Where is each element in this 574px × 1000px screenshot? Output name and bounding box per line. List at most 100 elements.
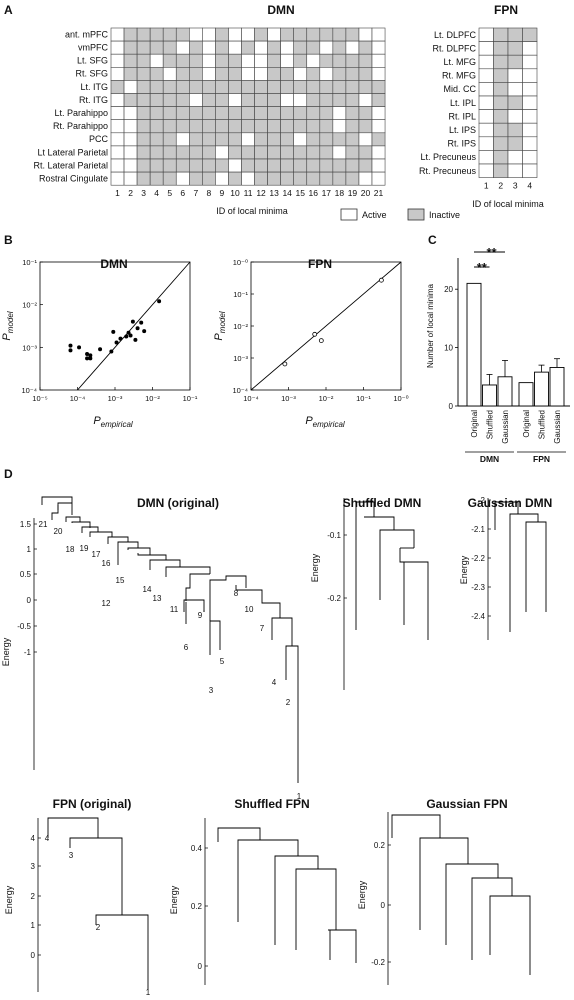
fpn-scatter: FPN 10⁻⁴ 10⁻³ 10⁻² 10⁻¹ 10⁻⁰ 10⁻⁴ 10⁻³ 10⁻² 10⁻¹…: [213, 257, 409, 429]
inactive-cell: [493, 109, 509, 124]
minima-id-label: 6: [180, 188, 185, 198]
energy-tick-label: 0.2: [374, 841, 386, 850]
data-point: [85, 356, 90, 361]
region-label: Lt. IPS: [449, 125, 476, 135]
active-cell: [110, 40, 125, 55]
inactive-cell: [306, 158, 321, 173]
active-cell: [371, 145, 386, 160]
leaf-label: 8: [234, 589, 239, 598]
data-point: [68, 343, 73, 348]
data-point: [312, 331, 318, 337]
category-label: Original: [522, 410, 531, 438]
leaf-label: 2: [96, 923, 101, 932]
energy-tick-label: 2: [31, 892, 36, 901]
data-point: [282, 361, 288, 367]
bar: [518, 382, 534, 407]
inactive-cell: [136, 67, 151, 81]
active-cell: [371, 119, 386, 134]
dendrogram-branch: [274, 855, 319, 945]
inactive-cell: [136, 171, 151, 186]
inactive-cell: [215, 158, 229, 173]
dendrogram-branch: [494, 501, 519, 530]
inactive-cell: [202, 171, 216, 186]
inactive-cell: [254, 171, 268, 186]
inactive-cell: [332, 53, 347, 68]
inactive-cell: [254, 119, 268, 134]
y-tick-label: 10⁻³: [22, 343, 37, 352]
active-cell: [123, 80, 138, 94]
minima-id-label: 19: [348, 188, 358, 198]
dendrogram-branch: [271, 617, 293, 646]
active-cell: [110, 53, 125, 68]
minima-id-label: 5: [167, 188, 172, 198]
dmn-scatter: DMN 10⁻⁵ 10⁻⁴ 10⁻³ 10⁻² 10⁻¹10⁻⁴10⁻³10⁻²10⁻¹…: [1, 257, 198, 429]
active-cell: [478, 68, 494, 83]
energy-tick-label: 0: [27, 596, 32, 605]
minima-id-label: 14: [282, 188, 292, 198]
data-point: [124, 334, 129, 339]
active-cell: [522, 109, 538, 124]
active-cell: [358, 171, 373, 186]
inactive-cell: [254, 106, 268, 120]
inactive-cell: [189, 158, 203, 173]
leaf-label: 16: [102, 559, 111, 568]
active-cell: [358, 93, 373, 107]
active-cell: [110, 171, 125, 186]
region-label: Rt. IPL: [448, 111, 476, 121]
inactive-cell: [332, 158, 347, 173]
active-cell: [478, 136, 494, 151]
energy-tick-label: -2.4: [471, 612, 485, 621]
bar: [466, 282, 482, 407]
inactive-cell: [267, 171, 281, 186]
active-cell: [332, 106, 347, 120]
inactive-cell: [254, 145, 268, 160]
active-cell: [123, 119, 138, 134]
minima-id-label: 20: [361, 188, 371, 198]
inactive-cell: [241, 158, 255, 173]
region-label: Rt. IPS: [447, 139, 476, 149]
dendrogram-branch: [209, 620, 221, 655]
inactive-cell: [306, 145, 321, 160]
inactive-cell: [306, 119, 321, 134]
inactive-cell: [267, 93, 281, 107]
inactive-cell: [371, 132, 386, 147]
inactive-cell: [202, 93, 216, 107]
data-point: [98, 347, 103, 352]
fpn-scatter-ylabel: Pmodel: [213, 311, 227, 340]
minima-id-label: 7: [193, 188, 198, 198]
inactive-cell: [280, 171, 294, 186]
dmn-original-dendrogram: DMN (original) Energy 1.510.50-0.5-1 212…: [1, 496, 302, 801]
inactive-cell: [136, 145, 151, 160]
minima-id-label: 13: [269, 188, 279, 198]
active-cell: [189, 27, 203, 42]
inactive-cell: [136, 132, 151, 147]
x-tick-label: 10⁻³: [281, 394, 296, 403]
inactive-cell: [507, 27, 523, 42]
gaussian-fpn-dendrogram: Gaussian FPN Energy 0.2 0 -0.2: [357, 797, 531, 985]
inactive-cell: [493, 122, 509, 138]
active-cell: [110, 27, 125, 42]
active-cell: [478, 54, 494, 70]
inactive-cell: [162, 132, 177, 147]
inactive-cell: [162, 119, 177, 134]
dendrogram-branch: [89, 531, 113, 537]
minima-id-label: 3: [513, 181, 518, 191]
data-point: [128, 333, 133, 338]
inactive-cell: [280, 27, 294, 42]
inactive-cell: [136, 106, 151, 120]
inactive-cell: [332, 27, 347, 42]
active-cell: [522, 122, 538, 138]
active-cell: [123, 145, 138, 160]
inactive-cell: [319, 53, 334, 68]
energy-tick-label: -0.2: [327, 594, 341, 603]
inactive-cell: [136, 119, 151, 134]
inactive-cell: [319, 158, 334, 173]
inactive-cell: [306, 40, 321, 55]
dendrogram-branch: [471, 877, 513, 960]
data-point: [109, 349, 114, 354]
inactive-cell: [254, 132, 268, 147]
energy-tick-label: 0: [198, 962, 203, 971]
active-cell: [254, 67, 268, 81]
energy-tick-label: 3: [31, 862, 36, 871]
inactive-cell: [149, 67, 164, 81]
